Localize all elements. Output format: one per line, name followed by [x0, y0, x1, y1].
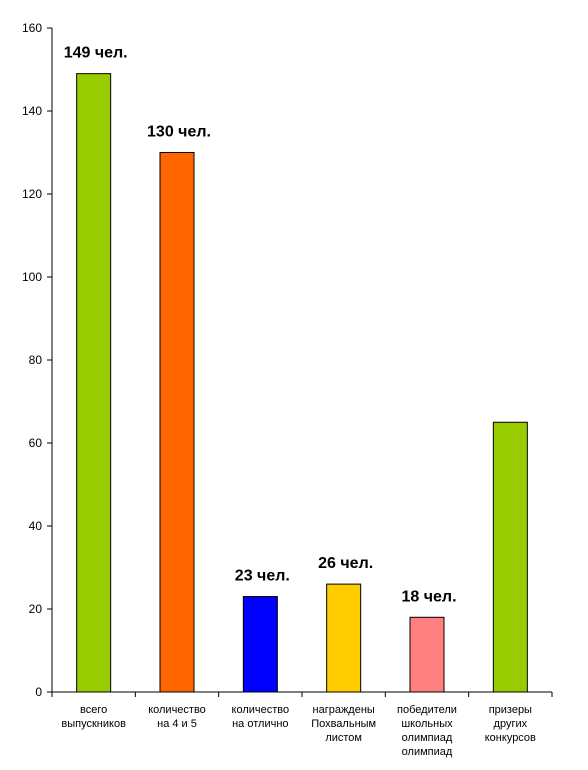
bar: [159, 152, 195, 693]
bar: [326, 583, 362, 693]
bar: [76, 73, 112, 693]
y-tick-label: 20: [29, 602, 43, 616]
bars: [76, 73, 528, 693]
bar: [492, 421, 528, 693]
x-category-label: всего выпускников: [61, 704, 126, 730]
x-category-label: количество на отлично: [232, 704, 290, 730]
data-label: 23 чел.: [235, 568, 290, 585]
y-tick-label: 160: [22, 21, 42, 35]
x-axis: всего выпускников количество на 4 и 5 количе…: [51, 691, 553, 758]
x-category-label: победители школьных олимпиад олимпиад: [397, 704, 457, 758]
x-category-label: призеры других конкурсов: [485, 704, 536, 744]
y-tick-label: 140: [22, 104, 42, 118]
y-tick-label: 100: [22, 270, 42, 284]
data-label: 26 чел.: [318, 555, 373, 572]
y-tick-label: 80: [29, 353, 43, 367]
x-category-label: награждены Похвальным листом: [311, 704, 376, 744]
data-labels: 149 чел. 130 чел. 23 чел. 26 чел. 18 чел.: [64, 45, 457, 606]
y-tick-label: 60: [29, 436, 43, 450]
bar: [409, 616, 445, 693]
data-label: 130 чел.: [147, 124, 211, 141]
x-category-label: количество на 4 и 5: [148, 704, 206, 730]
y-tick-label: 120: [22, 187, 42, 201]
data-label: 149 чел.: [64, 45, 128, 62]
y-tick-label: 0: [35, 685, 42, 699]
bar: [242, 596, 278, 693]
data-label: 18 чел.: [401, 588, 456, 605]
y-axis: 0 20 40 60 80 100 120 140 160: [22, 21, 53, 699]
y-tick-label: 40: [29, 519, 43, 533]
